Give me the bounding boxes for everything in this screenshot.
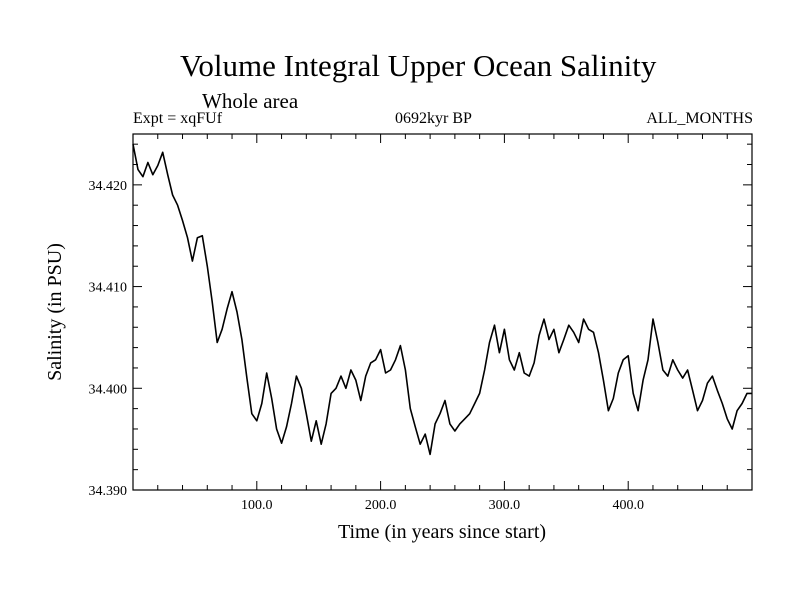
plot-frame (132, 133, 753, 491)
x-axis-ticks (157, 134, 728, 490)
x-axis-tick-labels: 100.0 200.0 300.0 400.0 (241, 498, 644, 513)
y-axis-ticks (133, 143, 752, 491)
salinity-series-line (132, 144, 752, 456)
x-axis-title: Time (in years since start) (338, 521, 546, 543)
experiment-label: Expt = xqFUf (133, 110, 223, 127)
x-tick-label: 100.0 (241, 498, 273, 513)
y-tick-label: 34.390 (89, 484, 128, 499)
x-tick-label: 300.0 (489, 498, 521, 513)
y-tick-label: 34.420 (89, 179, 128, 194)
y-axis-tick-labels: 34.390 34.400 34.410 34.420 (89, 179, 128, 499)
y-tick-label: 34.400 (89, 382, 128, 397)
chart-subtitle: Whole area (202, 89, 299, 113)
months-label: ALL_MONTHS (646, 110, 753, 127)
x-tick-label: 400.0 (612, 498, 644, 513)
y-tick-label: 34.410 (89, 281, 128, 296)
y-axis-title: Salinity (in PSU) (44, 243, 66, 381)
x-tick-label: 200.0 (365, 498, 397, 513)
chart-title: Volume Integral Upper Ocean Salinity (180, 48, 657, 83)
period-label: 0692kyr BP (395, 110, 472, 127)
